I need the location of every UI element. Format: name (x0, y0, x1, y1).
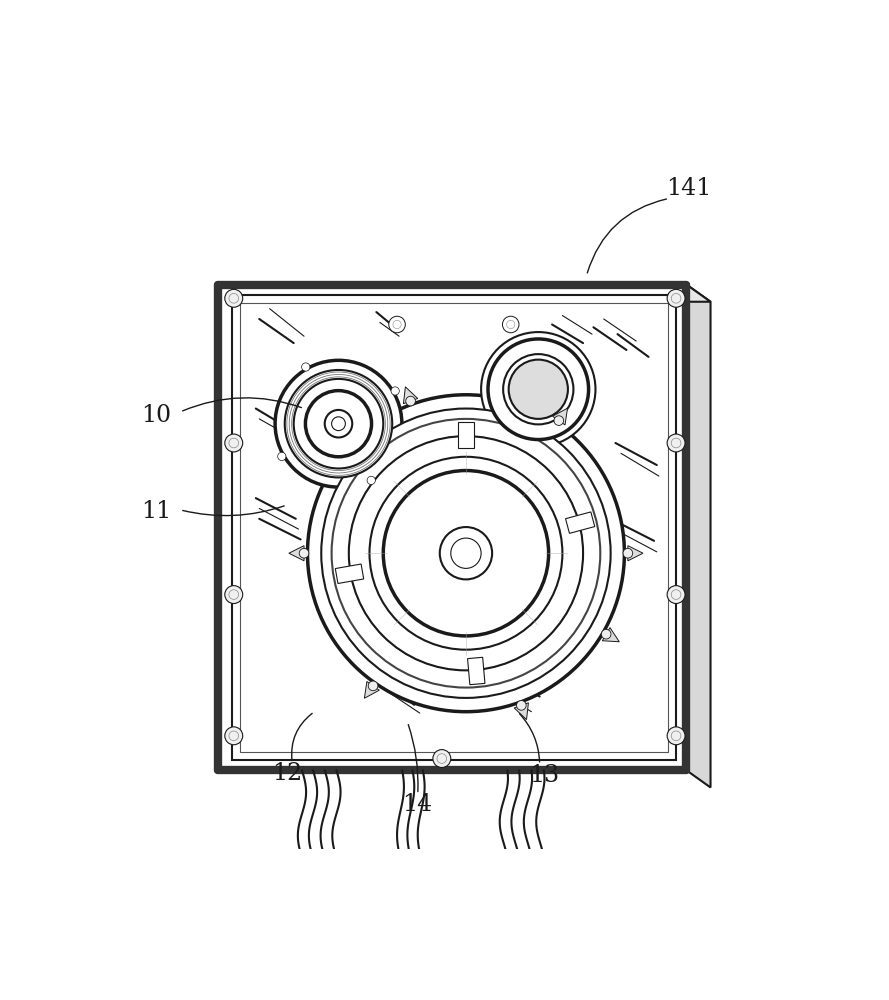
Circle shape (601, 629, 611, 639)
Polygon shape (603, 628, 620, 642)
Polygon shape (218, 285, 710, 302)
Text: 10: 10 (140, 404, 171, 427)
Circle shape (502, 316, 519, 333)
Circle shape (225, 727, 243, 745)
Circle shape (275, 360, 402, 487)
Circle shape (306, 391, 372, 457)
Circle shape (289, 433, 302, 446)
Bar (232, 295, 677, 760)
Polygon shape (335, 564, 364, 583)
Polygon shape (686, 285, 710, 787)
Circle shape (225, 586, 243, 604)
Circle shape (367, 476, 375, 485)
Circle shape (370, 457, 563, 650)
Circle shape (509, 360, 568, 419)
Polygon shape (468, 657, 485, 685)
Text: 14: 14 (403, 793, 433, 816)
Circle shape (391, 387, 399, 395)
Polygon shape (553, 408, 567, 425)
Circle shape (469, 426, 484, 440)
Polygon shape (364, 682, 380, 698)
Circle shape (284, 370, 392, 477)
Circle shape (383, 471, 549, 636)
Circle shape (308, 395, 624, 712)
Circle shape (301, 363, 310, 371)
Circle shape (510, 433, 525, 446)
Circle shape (503, 354, 573, 424)
Polygon shape (565, 512, 595, 533)
Polygon shape (289, 546, 304, 561)
Polygon shape (404, 387, 418, 404)
Text: 12: 12 (272, 762, 302, 785)
Polygon shape (459, 422, 474, 448)
Circle shape (433, 750, 451, 767)
Circle shape (388, 316, 405, 333)
Circle shape (554, 416, 564, 425)
Circle shape (481, 332, 596, 446)
Circle shape (667, 727, 685, 745)
Circle shape (440, 527, 493, 579)
Circle shape (667, 434, 685, 452)
Polygon shape (514, 703, 528, 720)
Polygon shape (218, 285, 686, 770)
Text: 13: 13 (529, 764, 559, 787)
Circle shape (332, 419, 600, 688)
Circle shape (368, 681, 378, 691)
Circle shape (348, 436, 583, 670)
Text: 141: 141 (666, 177, 711, 200)
Circle shape (332, 417, 346, 431)
Circle shape (277, 452, 286, 461)
Circle shape (488, 339, 589, 440)
Circle shape (517, 701, 526, 710)
Circle shape (667, 289, 685, 307)
Polygon shape (628, 546, 643, 561)
Circle shape (405, 396, 415, 406)
Circle shape (667, 586, 685, 604)
Circle shape (225, 289, 243, 307)
Circle shape (225, 434, 243, 452)
Circle shape (451, 538, 481, 568)
Bar (240, 303, 668, 752)
Circle shape (324, 410, 352, 437)
Text: 11: 11 (140, 500, 171, 523)
Circle shape (623, 548, 633, 558)
Circle shape (573, 533, 587, 546)
Circle shape (293, 379, 383, 468)
Circle shape (300, 548, 308, 558)
Circle shape (321, 409, 611, 698)
